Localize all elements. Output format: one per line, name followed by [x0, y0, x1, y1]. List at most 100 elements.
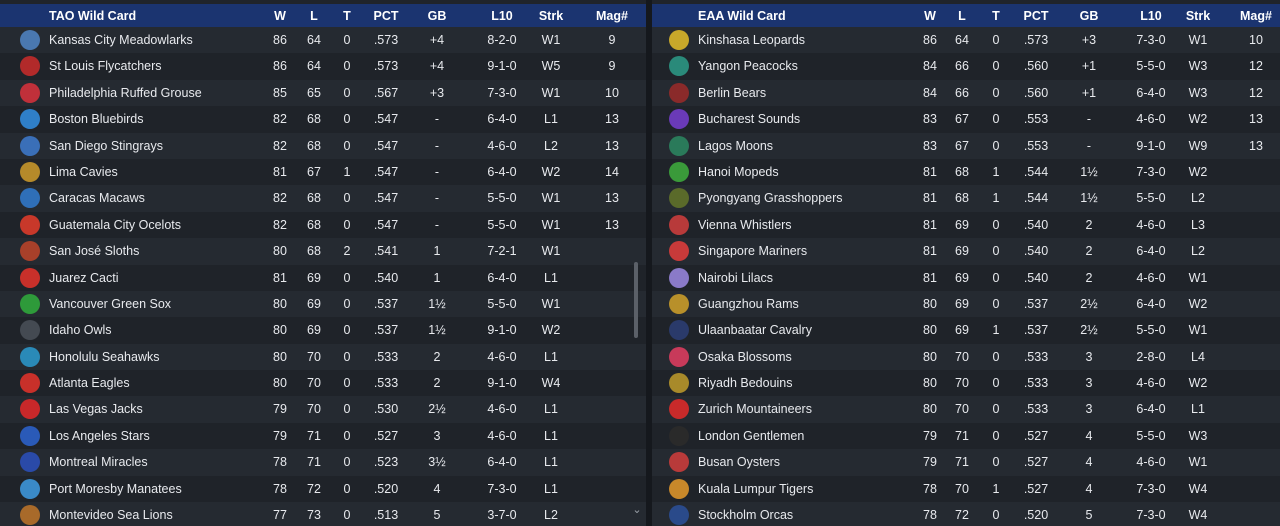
table-row[interactable]: Vancouver Green Sox 80 69 0 .537 1½ 5-5-0 W1 — [0, 290, 646, 318]
team-name[interactable]: Kansas City Meadowlarks — [49, 33, 193, 47]
team-name[interactable]: Kuala Lumpur Tigers — [698, 481, 814, 496]
team-name[interactable]: Caracas Macaws — [49, 191, 145, 206]
header-l10[interactable]: L10 — [1140, 9, 1162, 23]
table-row[interactable]: Atlanta Eagles 80 70 0 .533 2 9-1-0 W4 — [0, 370, 646, 397]
header-gb[interactable]: GB — [427, 9, 447, 23]
header-t[interactable]: T — [992, 9, 1000, 23]
team-name[interactable]: Zurich Mountaineers — [698, 402, 812, 417]
team-name[interactable]: Ulaanbaatar Cavalry — [698, 323, 812, 338]
team-name[interactable]: Lagos Moons — [698, 138, 774, 153]
team-name[interactable]: Vancouver Green Sox — [49, 296, 172, 311]
team-name[interactable]: Las Vegas Jacks — [49, 402, 143, 417]
table-row[interactable]: Kuala Lumpur Tigers 78 70 1 .527 4 7-3-0 W4 — [652, 475, 1280, 503]
table-row[interactable]: Kansas City Meadowlarks 86 64 0 .573 +4 8-2-0 W… — [0, 27, 646, 54]
table-row[interactable]: Bucharest Sounds 83 67 0 .553 - 4-6-0 W2 13 — [652, 106, 1280, 133]
team-name[interactable]: Atlanta Eagles — [49, 376, 130, 391]
team-name[interactable]: Guangzhou Rams — [698, 296, 799, 311]
table-row[interactable]: Philadelphia Ruffed Grouse 85 65 0 .567 +3 7-3… — [0, 79, 646, 107]
team-name[interactable]: San José Sloths — [49, 244, 140, 259]
table-row[interactable]: San José Sloths 80 68 2 .541 1 7-2-1 W1 — [0, 238, 646, 265]
team-name[interactable]: Yangon Peacocks — [698, 59, 798, 74]
table-row[interactable]: Los Angeles Stars 79 71 0 .527 3 4-6-0 L1 — [0, 422, 646, 450]
table-row[interactable]: San Diego Stingrays 82 68 0 .547 - 4-6-0 L2 13 — [0, 132, 646, 159]
team-name[interactable]: Berlin Bears — [698, 85, 767, 100]
table-row[interactable]: Juarez Cacti 81 69 0 .540 1 6-4-0 L1 — [0, 264, 646, 291]
header-w[interactable]: W — [924, 9, 936, 23]
header-title[interactable]: TAO Wild Card — [49, 9, 137, 23]
table-row[interactable]: Yangon Peacocks 84 66 0 .560 +1 5-5-0 W3 12 — [652, 53, 1280, 80]
header-mag[interactable]: Mag# — [596, 9, 628, 23]
pct-cell: .547 — [373, 217, 399, 232]
table-row[interactable]: Las Vegas Jacks 79 70 0 .530 2½ 4-6-0 L1 — [0, 396, 646, 423]
header-pct[interactable]: PCT — [373, 9, 399, 23]
team-name[interactable]: San Diego Stingrays — [49, 138, 163, 153]
team-name[interactable]: Los Angeles Stars — [49, 428, 150, 443]
team-name[interactable]: Idaho Owls — [49, 323, 112, 338]
team-name[interactable]: Montevideo Sea Lions — [49, 508, 173, 523]
team-name[interactable]: Kinshasa Leopards — [698, 33, 806, 47]
header-gb[interactable]: GB — [1079, 9, 1099, 23]
scrollbar-thumb[interactable] — [634, 262, 638, 338]
team-name[interactable]: Bucharest Sounds — [698, 112, 801, 127]
team-name[interactable]: Hanoi Mopeds — [698, 164, 779, 179]
table-row[interactable]: Lagos Moons 83 67 0 .553 - 9-1-0 W9 13 — [652, 132, 1280, 159]
header-l[interactable]: L — [958, 9, 966, 23]
table-row[interactable]: Osaka Blossoms 80 70 0 .533 3 2-8-0 L4 — [652, 343, 1280, 371]
team-name[interactable]: Lima Cavies — [49, 164, 118, 179]
table-row[interactable]: Pyongyang Grasshoppers 81 68 1 .544 1½ 5-5-0 L2 — [652, 185, 1280, 212]
team-name[interactable]: Riyadh Bedouins — [698, 376, 793, 391]
table-row[interactable]: Port Moresby Manatees 78 72 0 .520 4 7-3-0 L1 — [0, 475, 646, 503]
table-row[interactable]: Idaho Owls 80 69 0 .537 1½ 9-1-0 W2 — [0, 317, 646, 344]
table-row[interactable]: Honolulu Seahawks 80 70 0 .533 2 4-6-0 L1 — [0, 343, 646, 371]
header-strk[interactable]: Strk — [538, 9, 564, 23]
table-row[interactable]: Zurich Mountaineers 80 70 0 .533 3 6-4-0 L1 — [652, 396, 1280, 423]
team-name[interactable]: Honolulu Seahawks — [49, 349, 160, 364]
table-row[interactable]: Caracas Macaws 82 68 0 .547 - 5-5-0 W1 13 — [0, 185, 646, 212]
header-strk[interactable]: Strk — [1185, 9, 1211, 23]
table-row[interactable]: Singapore Mariners 81 69 0 .540 2 6-4-0 L2 — [652, 238, 1280, 265]
team-name[interactable]: Nairobi Lilacs — [698, 270, 774, 285]
table-row[interactable]: Riyadh Bedouins 80 70 0 .533 3 4-6-0 W2 — [652, 370, 1280, 397]
table-row[interactable]: Guangzhou Rams 80 69 0 .537 2½ 6-4-0 W2 — [652, 290, 1280, 318]
team-name[interactable]: Pyongyang Grasshoppers — [698, 191, 843, 206]
streak-cell: W1 — [1188, 270, 1208, 285]
header-l[interactable]: L — [310, 9, 318, 23]
team-name[interactable]: Port Moresby Manatees — [49, 481, 182, 496]
team-name[interactable]: Juarez Cacti — [49, 270, 119, 285]
team-name[interactable]: Philadelphia Ruffed Grouse — [49, 85, 202, 100]
table-row[interactable]: Guatemala City Ocelots 82 68 0 .547 - 5-5-0 W1 1… — [0, 211, 646, 239]
table-row[interactable]: London Gentlemen 79 71 0 .527 4 5-5-0 W3 — [652, 422, 1280, 450]
table-row[interactable]: St Louis Flycatchers 86 64 0 .573 +4 9-1-0 W5 9 — [0, 53, 646, 80]
team-name[interactable]: Montreal Miracles — [49, 455, 148, 470]
header-pct[interactable]: PCT — [1023, 9, 1049, 23]
table-row[interactable]: Boston Bluebirds 82 68 0 .547 - 6-4-0 L1 13 — [0, 106, 646, 133]
chevron-down-icon[interactable]: ⌄ — [632, 504, 642, 516]
table-row[interactable]: Montevideo Sea Lions 77 73 0 .513 5 3-7-0 L2 — [0, 502, 646, 526]
team-name[interactable]: Osaka Blossoms — [698, 349, 792, 364]
header-t[interactable]: T — [343, 9, 351, 23]
table-row[interactable]: Montreal Miracles 78 71 0 .523 3½ 6-4-0 L1 — [0, 449, 646, 476]
losses-cell: 71 — [955, 428, 969, 443]
table-row[interactable]: Hanoi Mopeds 81 68 1 .544 1½ 7-3-0 W2 — [652, 158, 1280, 186]
team-name[interactable]: Boston Bluebirds — [49, 112, 144, 127]
table-row[interactable]: Busan Oysters 79 71 0 .527 4 4-6-0 W1 — [652, 449, 1280, 476]
table-row[interactable]: Berlin Bears 84 66 0 .560 +1 6-4-0 W3 12 — [652, 79, 1280, 107]
table-row[interactable]: Kinshasa Leopards 86 64 0 .573 +3 7-3-0 W1 10 — [652, 27, 1280, 54]
team-name[interactable]: Stockholm Orcas — [698, 508, 794, 523]
table-row[interactable]: Stockholm Orcas 78 72 0 .520 5 7-3-0 W4 — [652, 502, 1280, 526]
table-row[interactable]: Nairobi Lilacs 81 69 0 .540 2 4-6-0 W1 — [652, 264, 1280, 291]
team-name[interactable]: St Louis Flycatchers — [49, 59, 162, 74]
header-mag[interactable]: Mag# — [1240, 9, 1272, 23]
team-name[interactable]: Busan Oysters — [698, 455, 780, 470]
team-name[interactable]: London Gentlemen — [698, 428, 805, 443]
table-header: TAO Wild Card W L T PCT GB L10 Strk Mag# — [0, 4, 646, 27]
team-name[interactable]: Singapore Mariners — [698, 244, 808, 259]
table-row[interactable]: Ulaanbaatar Cavalry 80 69 1 .537 2½ 5-5-0 W1 — [652, 317, 1280, 344]
team-name[interactable]: Guatemala City Ocelots — [49, 217, 181, 232]
header-w[interactable]: W — [274, 9, 286, 23]
table-row[interactable]: Vienna Whistlers 81 69 0 .540 2 4-6-0 L3 — [652, 211, 1280, 239]
team-name[interactable]: Vienna Whistlers — [698, 217, 792, 232]
table-row[interactable]: Lima Cavies 81 67 1 .547 - 6-4-0 W2 14 — [0, 158, 646, 186]
header-title[interactable]: EAA Wild Card — [698, 9, 786, 23]
header-l10[interactable]: L10 — [491, 9, 513, 23]
